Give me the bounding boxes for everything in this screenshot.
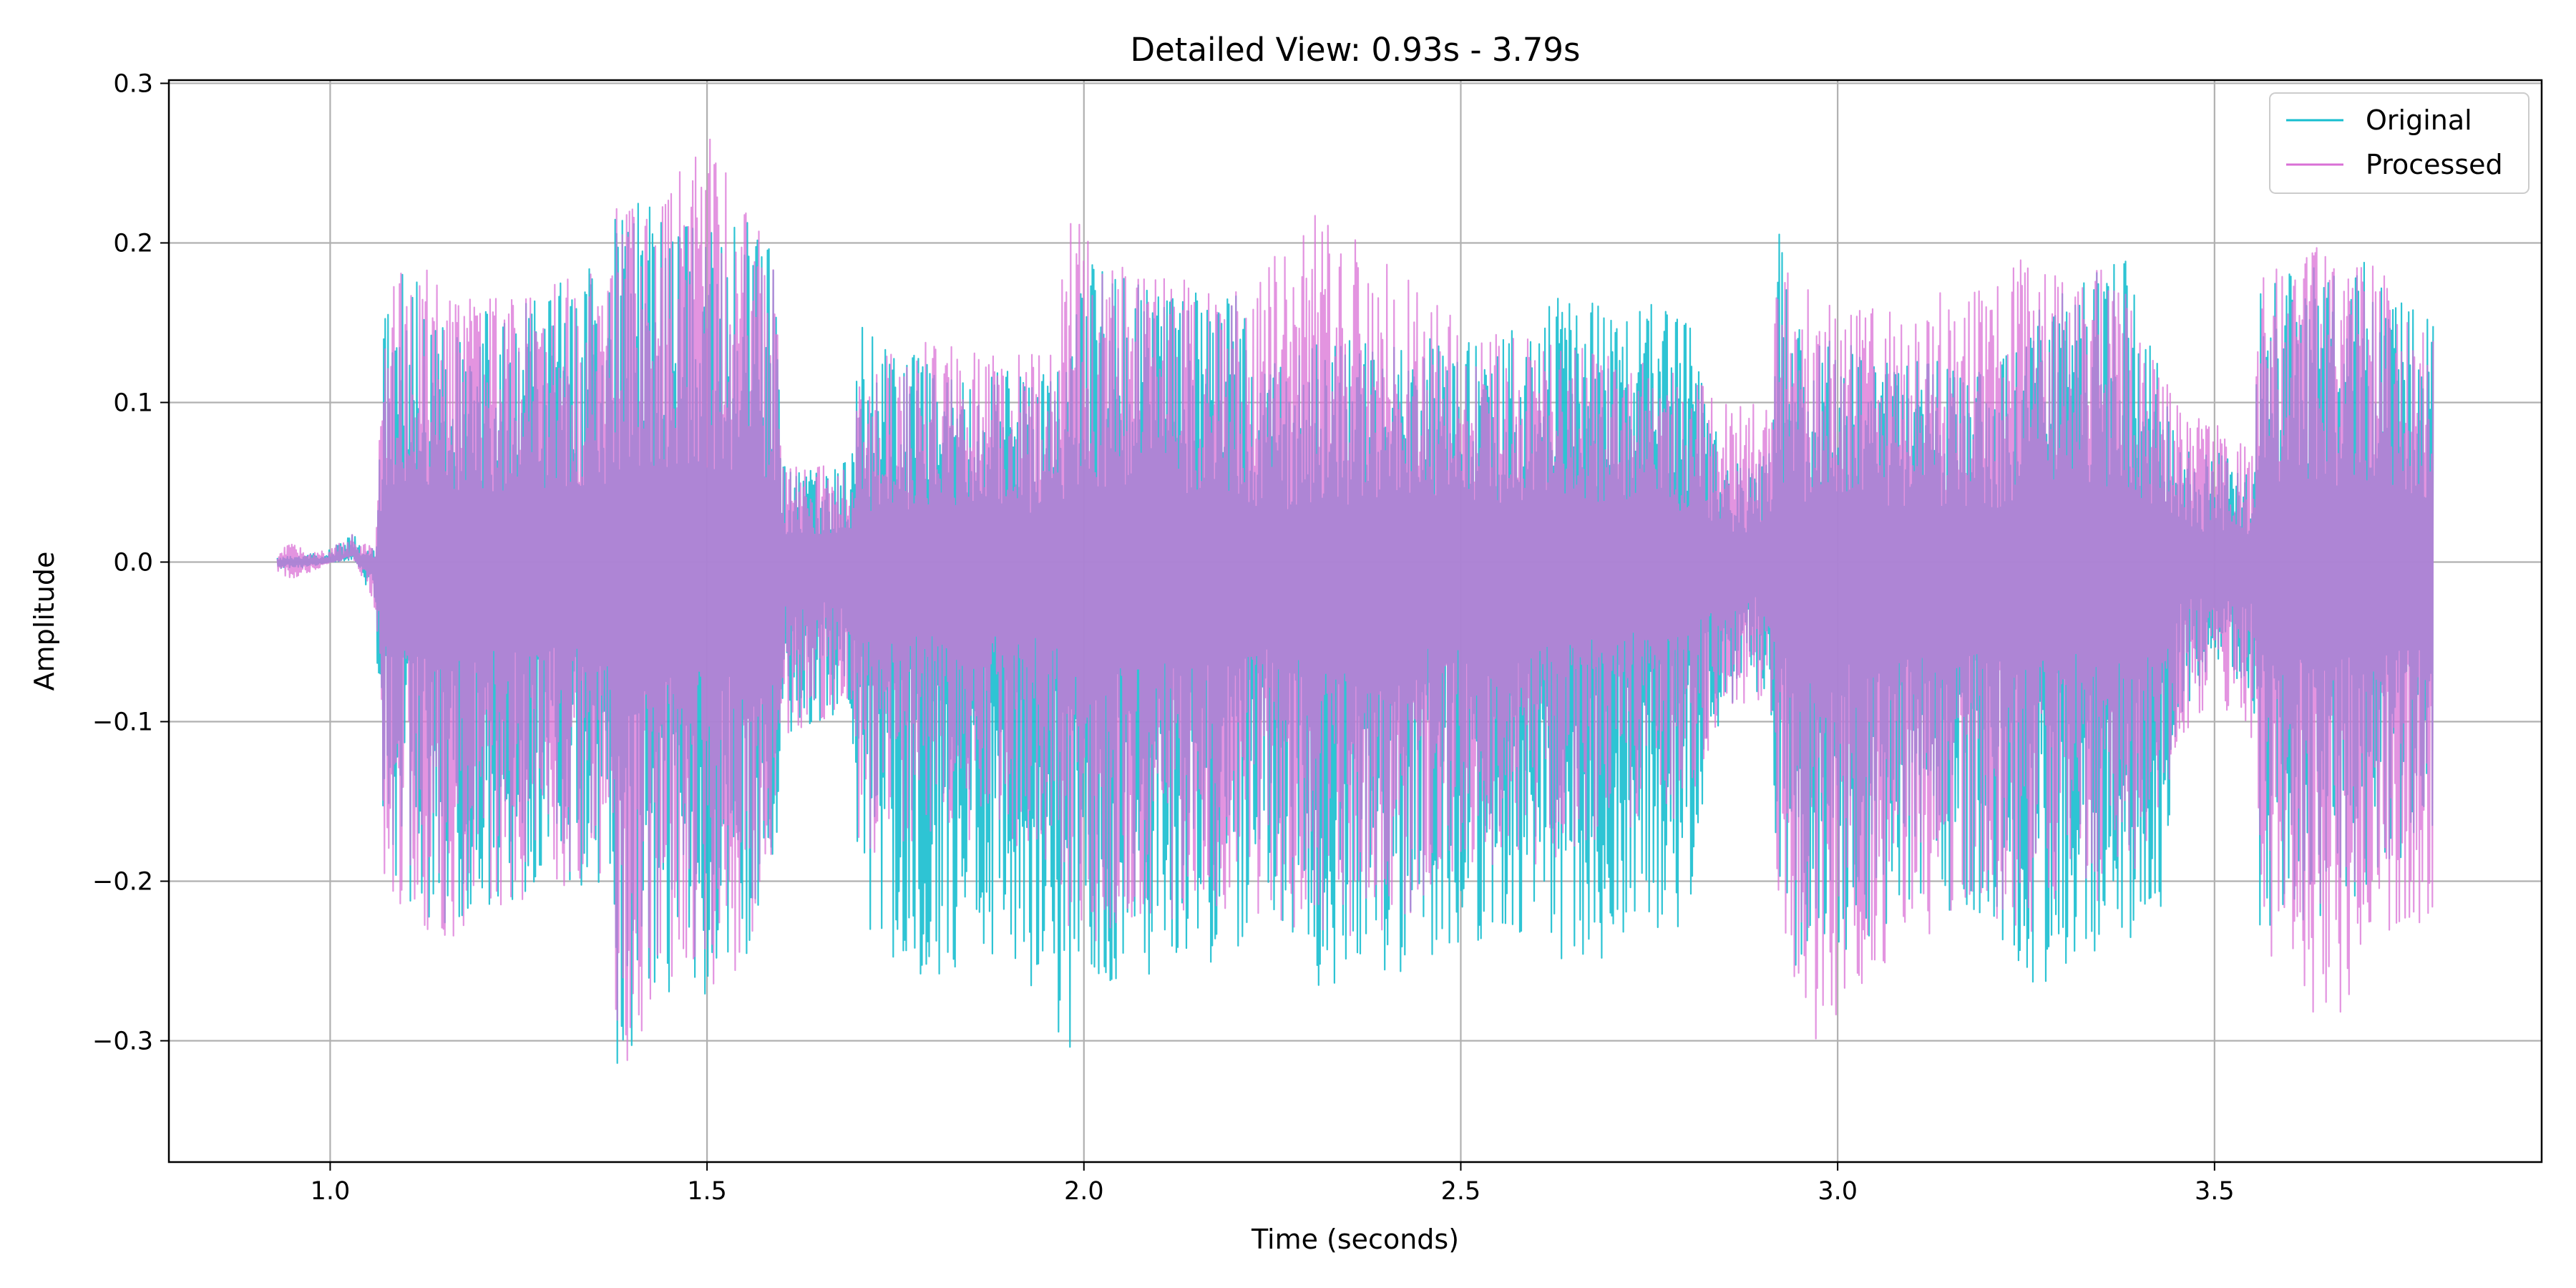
x-tick-label: 1.5 xyxy=(687,1177,727,1206)
y-tick-label: 0.1 xyxy=(113,389,153,417)
x-axis-label: Time (seconds) xyxy=(1251,1224,1459,1255)
series-group xyxy=(276,138,2434,1064)
x-tick-label: 3.5 xyxy=(2195,1177,2235,1206)
chart-title: Detailed View: 0.93s - 3.79s xyxy=(1130,31,1580,69)
x-axis: 1.0 1.5 2.0 2.5 3.0 3.5 xyxy=(311,1162,2235,1206)
legend-label-processed: Processed xyxy=(2366,149,2503,180)
plot-frame xyxy=(167,79,2543,1163)
legend: Original Processed xyxy=(2269,92,2529,194)
legend-label-original: Original xyxy=(2366,104,2472,136)
y-tick-label: −0.1 xyxy=(92,708,153,736)
y-tick-label: −0.3 xyxy=(92,1028,153,1056)
series-line-processed xyxy=(276,138,2434,1061)
x-tick-label: 2.0 xyxy=(1064,1177,1104,1206)
x-tick-label: 2.5 xyxy=(1441,1177,1481,1206)
y-tick-label: 0.2 xyxy=(113,229,153,258)
y-tick-label: 0.0 xyxy=(113,548,153,577)
y-axis: −0.3 −0.2 −0.1 0.0 0.1 0.2 0.3 xyxy=(92,69,169,1056)
y-axis-label: Amplitude xyxy=(29,552,60,691)
x-tick-label: 3.0 xyxy=(1818,1177,1858,1206)
y-tick-label: −0.2 xyxy=(92,868,153,897)
legend-box xyxy=(2269,92,2529,194)
x-tick-label: 1.0 xyxy=(311,1177,351,1206)
y-tick-label: 0.3 xyxy=(113,69,153,98)
